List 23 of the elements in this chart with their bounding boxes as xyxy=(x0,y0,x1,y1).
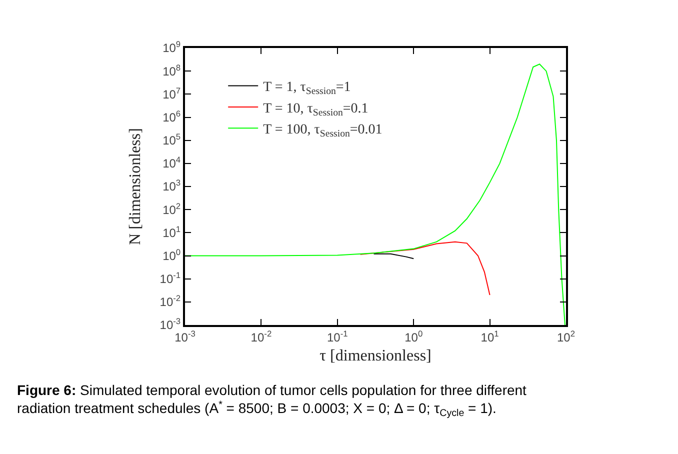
y-tick-label: 10$^{-2}$ xyxy=(160,293,181,310)
y-axis-title: N [dimensionless] xyxy=(127,128,144,245)
y-tick-label: 10$^{0}$ xyxy=(162,246,181,263)
y-tick-label: 10$^{4}$ xyxy=(162,154,181,171)
y-tick-label: 10$^{5}$ xyxy=(162,131,181,148)
y-tick-label: 10$^{2}$ xyxy=(162,200,181,217)
y-tick-label: 10$^{7}$ xyxy=(162,85,181,102)
y-tick-label: 10$^{8}$ xyxy=(162,62,181,78)
y-tick-label: 10$^{9}$ xyxy=(162,39,181,56)
x-tick-label: 10$^{2}$ xyxy=(556,328,576,344)
legend-label: T = 100, τ$_{Session}$=0.01 xyxy=(263,122,382,140)
legend-label: T = 10, τ$_{Session}$=0.1 xyxy=(263,101,368,118)
y-tick-label: 10$^{6}$ xyxy=(162,108,181,124)
x-tick-label: 10$^{-2}$ xyxy=(250,328,272,344)
legend-label: T = 1, τ$_{Session}$=1 xyxy=(263,80,351,98)
x-tick-label: 10$^{-1}$ xyxy=(326,328,348,344)
x-axis-title: τ [dimensionless] xyxy=(320,348,432,365)
text: Figure 6: Simulated temporal evolution of tumor cells population for three different radiation treatment schedules (A$^{*}$ = 8500; B = 0.0003; X = 0; Δ = 0; τ$_{Cycle}$ = 1). xyxy=(17,382,527,420)
y-tick-label: 10$^{1}$ xyxy=(162,224,181,240)
x-tick-label: 10$^{0}$ xyxy=(404,328,423,344)
y-tick-label: 10$^{3}$ xyxy=(162,178,181,194)
x-tick-label: 10$^{1}$ xyxy=(480,328,500,344)
y-tick-label: 10$^{-1}$ xyxy=(160,270,181,286)
